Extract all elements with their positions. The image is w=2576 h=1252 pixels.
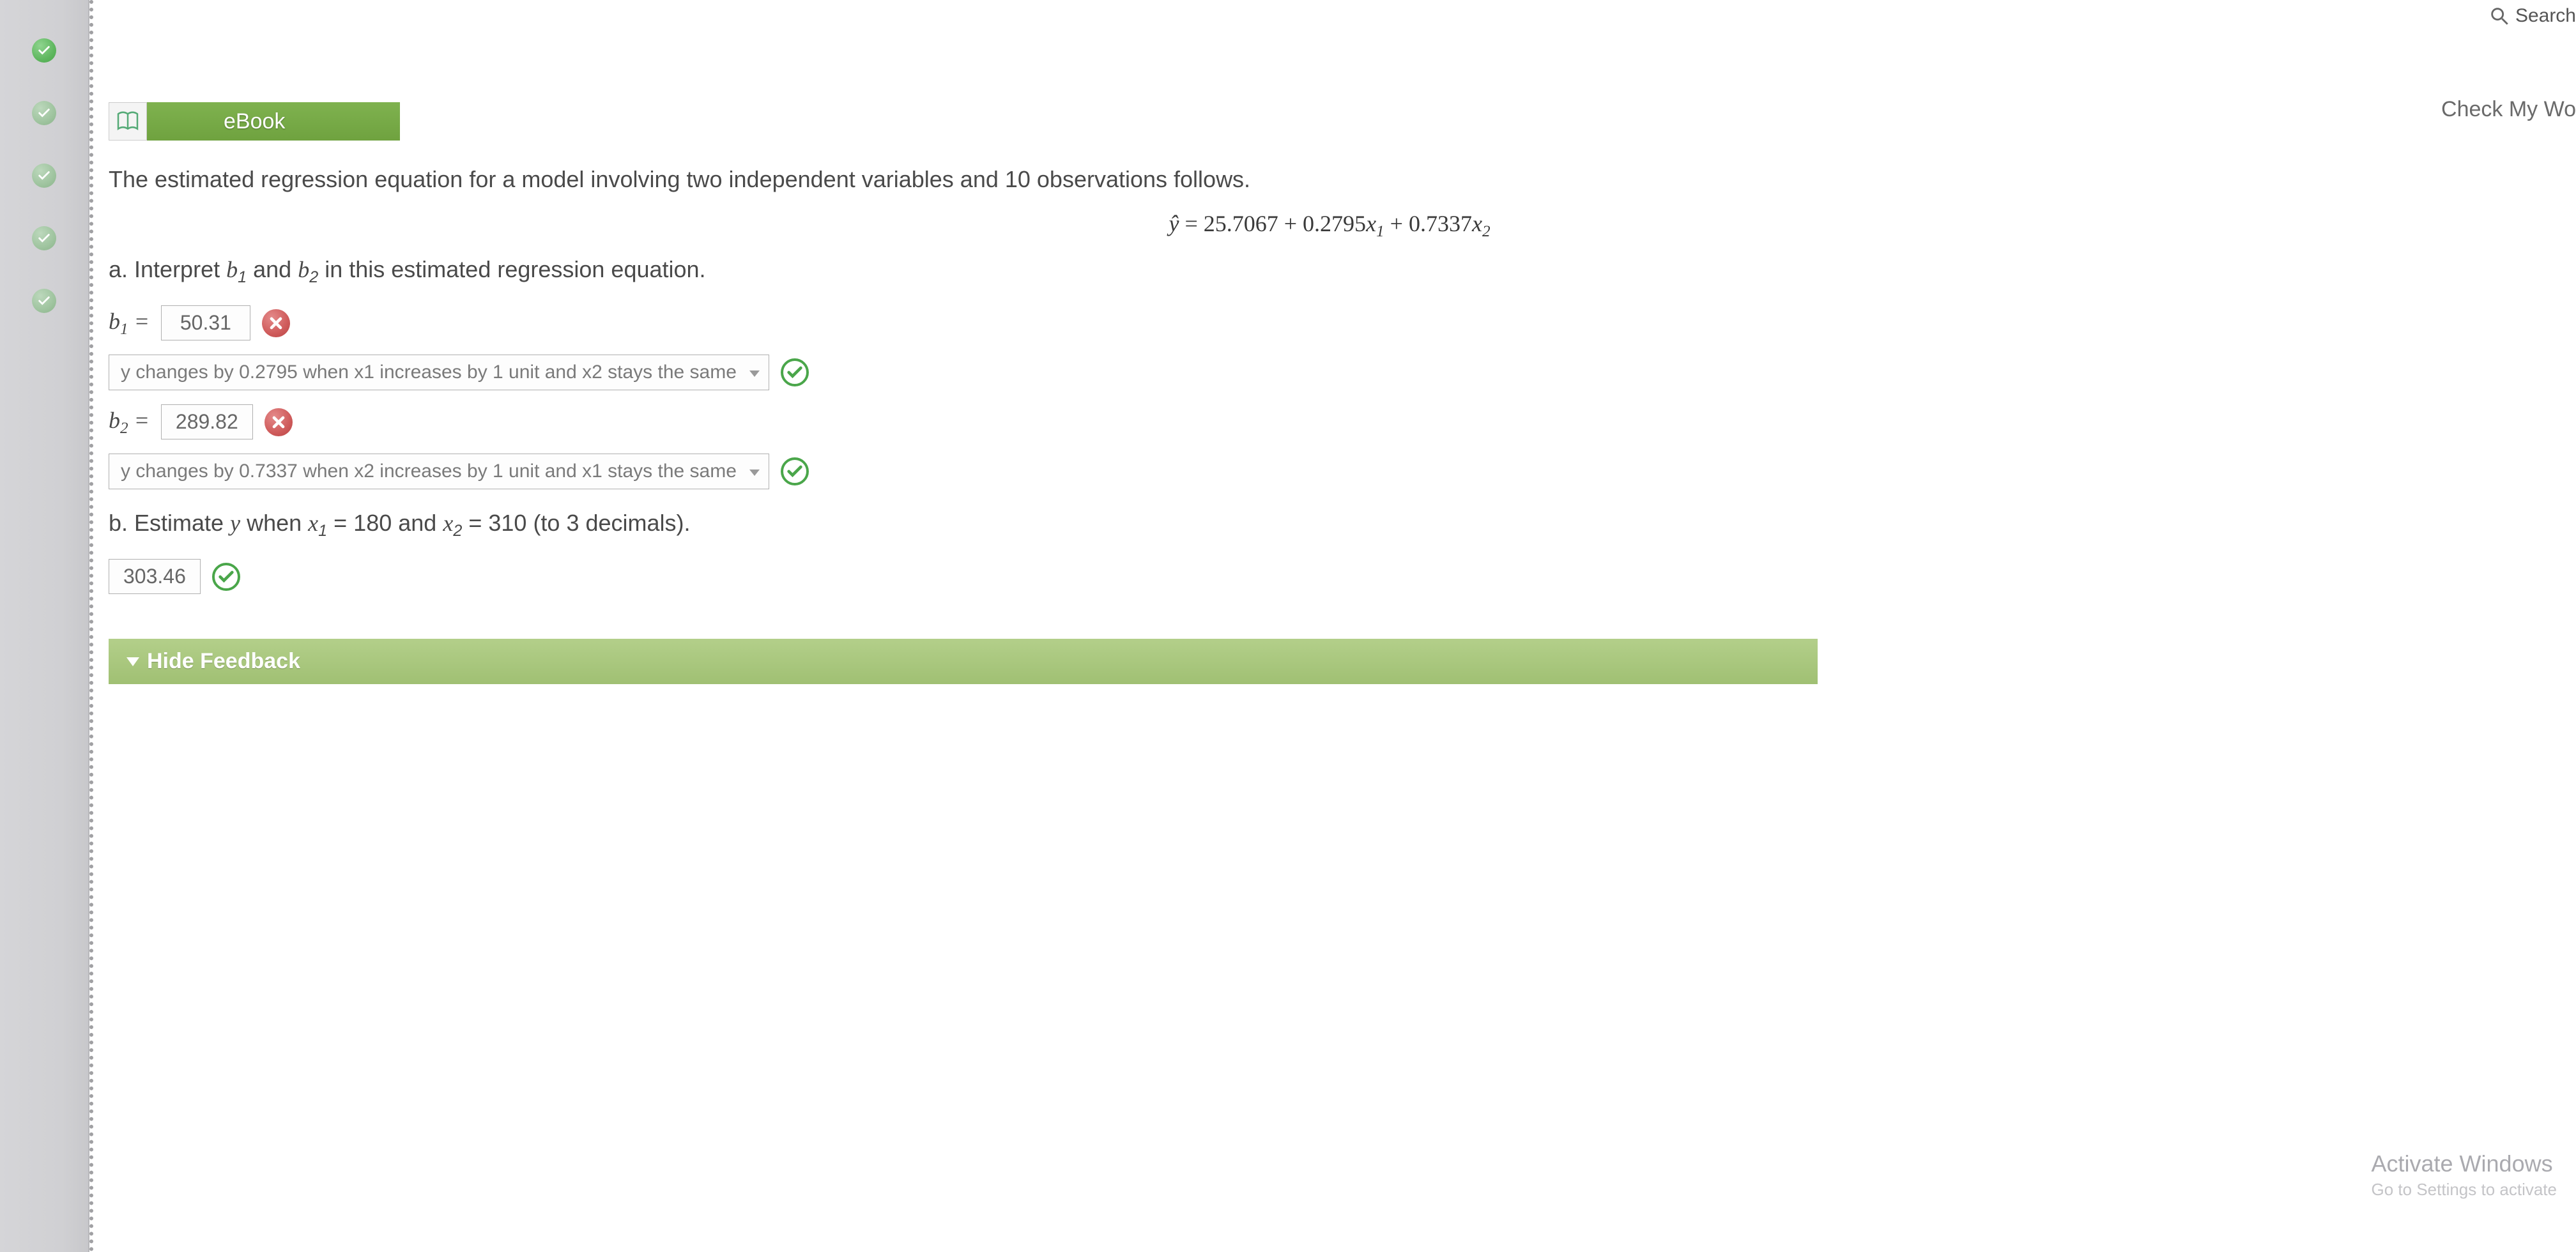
b2-input[interactable]: 289.82 (161, 404, 253, 439)
ebook-button[interactable]: eBook (147, 102, 400, 141)
correct-icon (781, 358, 809, 386)
top-bar: Search Check My Wo (2441, 0, 2576, 122)
nav-step-2-icon[interactable] (32, 101, 56, 125)
nav-step-4-icon[interactable] (32, 226, 56, 250)
search-icon (2488, 5, 2510, 27)
b2-label: b2 = (109, 407, 150, 438)
search-group[interactable]: Search (2488, 5, 2576, 27)
part-a-prompt: a. Interpret b1 and b2 in this estimated… (109, 250, 2550, 291)
b1-interpretation-select[interactable]: y changes by 0.2795 when x1 increases by… (109, 355, 769, 390)
b1-select-row: y changes by 0.2795 when x1 increases by… (109, 355, 2550, 390)
part-b-answer-row: 303.46 (109, 559, 2550, 594)
check-my-work-link[interactable]: Check My Wo (2441, 97, 2576, 122)
b1-input[interactable]: 50.31 (161, 305, 250, 340)
main-content: Search Check My Wo eBook The estimated r… (89, 0, 2576, 1252)
b1-input-row: b1 = 50.31 (109, 305, 2550, 340)
correct-icon (781, 457, 809, 485)
part-b-input[interactable]: 303.46 (109, 559, 201, 594)
nav-step-5-icon[interactable] (32, 289, 56, 313)
part-b-prompt: b. Estimate y when x1 = 180 and x2 = 310… (109, 503, 2550, 545)
feedback-label: Hide Feedback (147, 649, 300, 674)
b2-input-row: b2 = 289.82 (109, 404, 2550, 439)
b2-interpretation-select[interactable]: y changes by 0.7337 when x2 increases by… (109, 454, 769, 489)
hide-feedback-button[interactable]: Hide Feedback (109, 639, 1818, 684)
nav-step-3-icon[interactable] (32, 164, 56, 188)
ebook-row: eBook (109, 102, 2550, 141)
book-icon[interactable] (109, 102, 147, 141)
regression-equation: ŷ = 25.7067 + 0.2795x1 + 0.7337x2 (109, 210, 2550, 241)
windows-activation-watermark: Activate Windows Go to Settings to activ… (2372, 1149, 2557, 1201)
correct-icon (212, 563, 240, 591)
b1-label: b1 = (109, 308, 150, 339)
collapse-icon (126, 657, 139, 666)
question-intro: The estimated regression equation for a … (109, 160, 2550, 199)
question-nav-sidebar (0, 0, 89, 1252)
b2-select-row: y changes by 0.7337 when x2 increases by… (109, 454, 2550, 489)
search-label: Search (2515, 5, 2576, 27)
wrong-icon (264, 408, 293, 436)
wrong-icon (262, 309, 290, 337)
nav-step-1-icon[interactable] (32, 38, 56, 63)
